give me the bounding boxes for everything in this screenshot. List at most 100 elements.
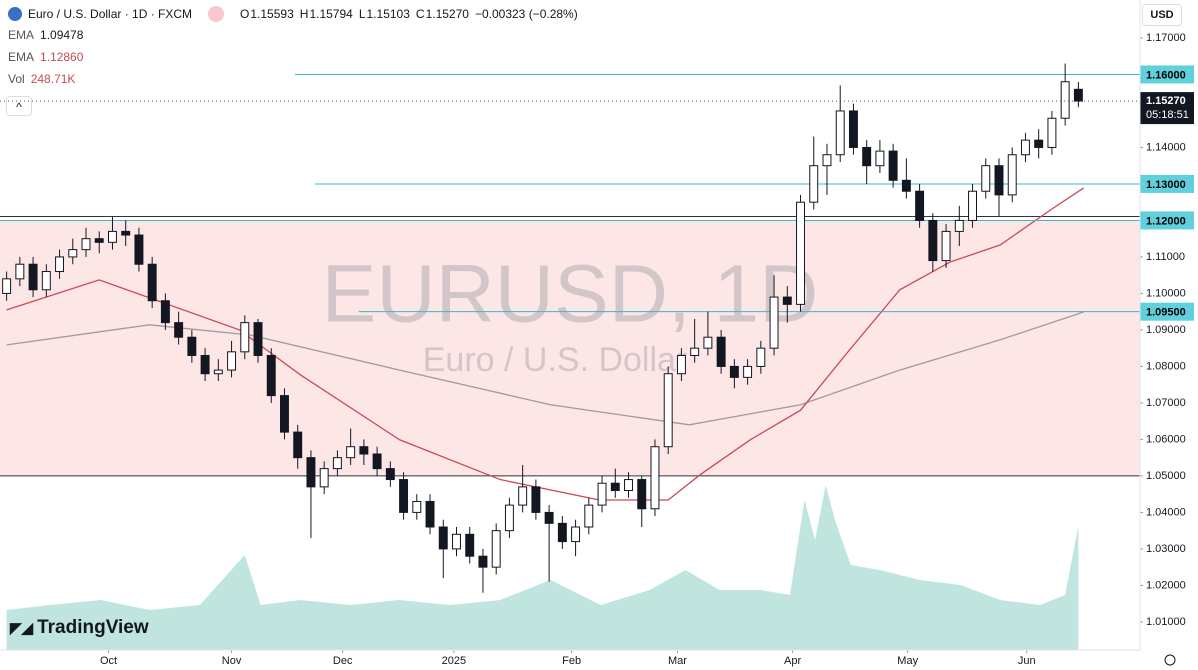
x-tick-label: Mar xyxy=(668,655,687,667)
candle-body xyxy=(690,347,700,356)
candle-body xyxy=(280,395,289,433)
candle-body xyxy=(981,165,991,192)
candle-body xyxy=(531,486,541,513)
legend-value: 248.71K xyxy=(30,72,76,86)
candle-body xyxy=(372,453,382,470)
y-tick-label: 1.14000 xyxy=(1146,141,1186,153)
candle-body xyxy=(121,230,131,236)
quote-value: 1.15593 xyxy=(250,7,294,21)
candle-body xyxy=(518,486,528,506)
candle-body xyxy=(319,468,329,488)
candle-body xyxy=(637,479,647,510)
legend-value: 1.09478 xyxy=(40,28,84,42)
candle-body xyxy=(15,263,25,280)
candle-body xyxy=(1060,81,1070,119)
collapse-button[interactable]: ^ xyxy=(6,96,32,116)
candle-body xyxy=(597,482,607,506)
x-tick-label: Oct xyxy=(100,655,117,667)
candle-body xyxy=(663,373,673,448)
x-tick-label: 2025 xyxy=(442,655,466,667)
x-tick-label: Nov xyxy=(222,655,242,667)
candle-body xyxy=(385,468,395,481)
candle-body xyxy=(1007,154,1017,196)
candle-body xyxy=(213,369,223,375)
candle-body xyxy=(743,365,753,378)
candle-body xyxy=(862,146,872,167)
level-label-box xyxy=(1140,302,1194,321)
candle-body xyxy=(504,504,514,532)
candle-body xyxy=(769,296,779,349)
ema-line xyxy=(6,187,1085,501)
candle-body xyxy=(266,354,276,397)
y-tick-label: 1.06000 xyxy=(1146,433,1186,445)
candle-body xyxy=(796,201,805,305)
candle-body xyxy=(359,446,369,455)
candle-body xyxy=(584,504,594,528)
y-tick-label: 1.05000 xyxy=(1146,470,1186,482)
x-tick-label: May xyxy=(897,655,918,667)
settings-icon[interactable] xyxy=(1164,654,1176,666)
candle-body xyxy=(478,555,488,568)
watermark-sub: Euro / U.S. Dollar xyxy=(423,341,688,379)
candle-body xyxy=(915,190,925,221)
candle-body xyxy=(160,300,170,324)
ema-line xyxy=(6,311,1084,426)
y-tick-label: 1.02000 xyxy=(1146,579,1186,591)
candle-body xyxy=(200,354,210,375)
candle-body xyxy=(544,511,554,524)
legend-ema-1: EMA 1.09478 xyxy=(8,28,83,42)
candle-body xyxy=(253,322,263,356)
level-label-box xyxy=(1140,211,1194,230)
candle-body xyxy=(809,165,819,203)
candle-body xyxy=(227,351,237,371)
legend-name: EMA xyxy=(8,28,35,42)
candle-body xyxy=(676,354,686,375)
y-tick-label: 1.17000 xyxy=(1146,32,1186,44)
logo-text: TradingView xyxy=(37,617,149,638)
quote-value: 1.15794 xyxy=(309,7,353,21)
volume-area xyxy=(6,485,1079,650)
candle-body xyxy=(94,238,104,243)
candle-body xyxy=(399,479,409,513)
candle-body xyxy=(1047,117,1057,148)
quote-key: L xyxy=(358,7,366,21)
legend-value: 1.12860 xyxy=(40,50,84,64)
y-tick-label: 1.01000 xyxy=(1146,616,1186,628)
candle-body xyxy=(1020,139,1030,156)
candle-body xyxy=(41,271,51,291)
candle-body xyxy=(491,530,501,568)
candle-body xyxy=(848,110,858,148)
candle-body xyxy=(187,336,197,356)
candle-body xyxy=(1073,88,1083,102)
status-icon[interactable] xyxy=(208,6,225,22)
quote-key: O xyxy=(240,7,250,21)
candle-body xyxy=(729,365,739,378)
candle-body xyxy=(240,322,250,353)
candle-body xyxy=(134,234,144,265)
candle-body xyxy=(293,431,303,459)
level-label-box xyxy=(1140,174,1194,193)
candle-body xyxy=(835,110,845,156)
x-tick-label: Jun xyxy=(1018,655,1036,667)
candle-body xyxy=(624,479,633,492)
logo-mark: ◤◢ xyxy=(10,620,34,637)
currency-button[interactable]: USD xyxy=(1142,4,1182,26)
candle-body xyxy=(147,263,157,302)
candle-body xyxy=(888,150,898,181)
symbol[interactable]: Euro / U.S. Dollar · 1D · FXCM xyxy=(28,7,193,21)
legend-ema-2: EMA 1.12860 xyxy=(8,50,83,64)
logo[interactable]: ◤◢ TradingView xyxy=(10,617,149,639)
last-price-label: 1.15270 xyxy=(1146,95,1186,107)
candle-body xyxy=(941,230,951,262)
level-label: 1.09500 xyxy=(1146,307,1186,319)
x-tick-label: Apr xyxy=(784,655,801,667)
last-price-box xyxy=(1140,92,1194,125)
candle-body xyxy=(346,446,356,459)
candle-body xyxy=(557,522,567,543)
candle-body xyxy=(650,446,660,510)
y-tick-label: 1.11000 xyxy=(1146,251,1185,263)
quote: O 1.15593 H 1.15794 L 1.15103 C 1.15270 xyxy=(240,7,469,21)
level-label: 1.16000 xyxy=(1146,69,1186,81)
